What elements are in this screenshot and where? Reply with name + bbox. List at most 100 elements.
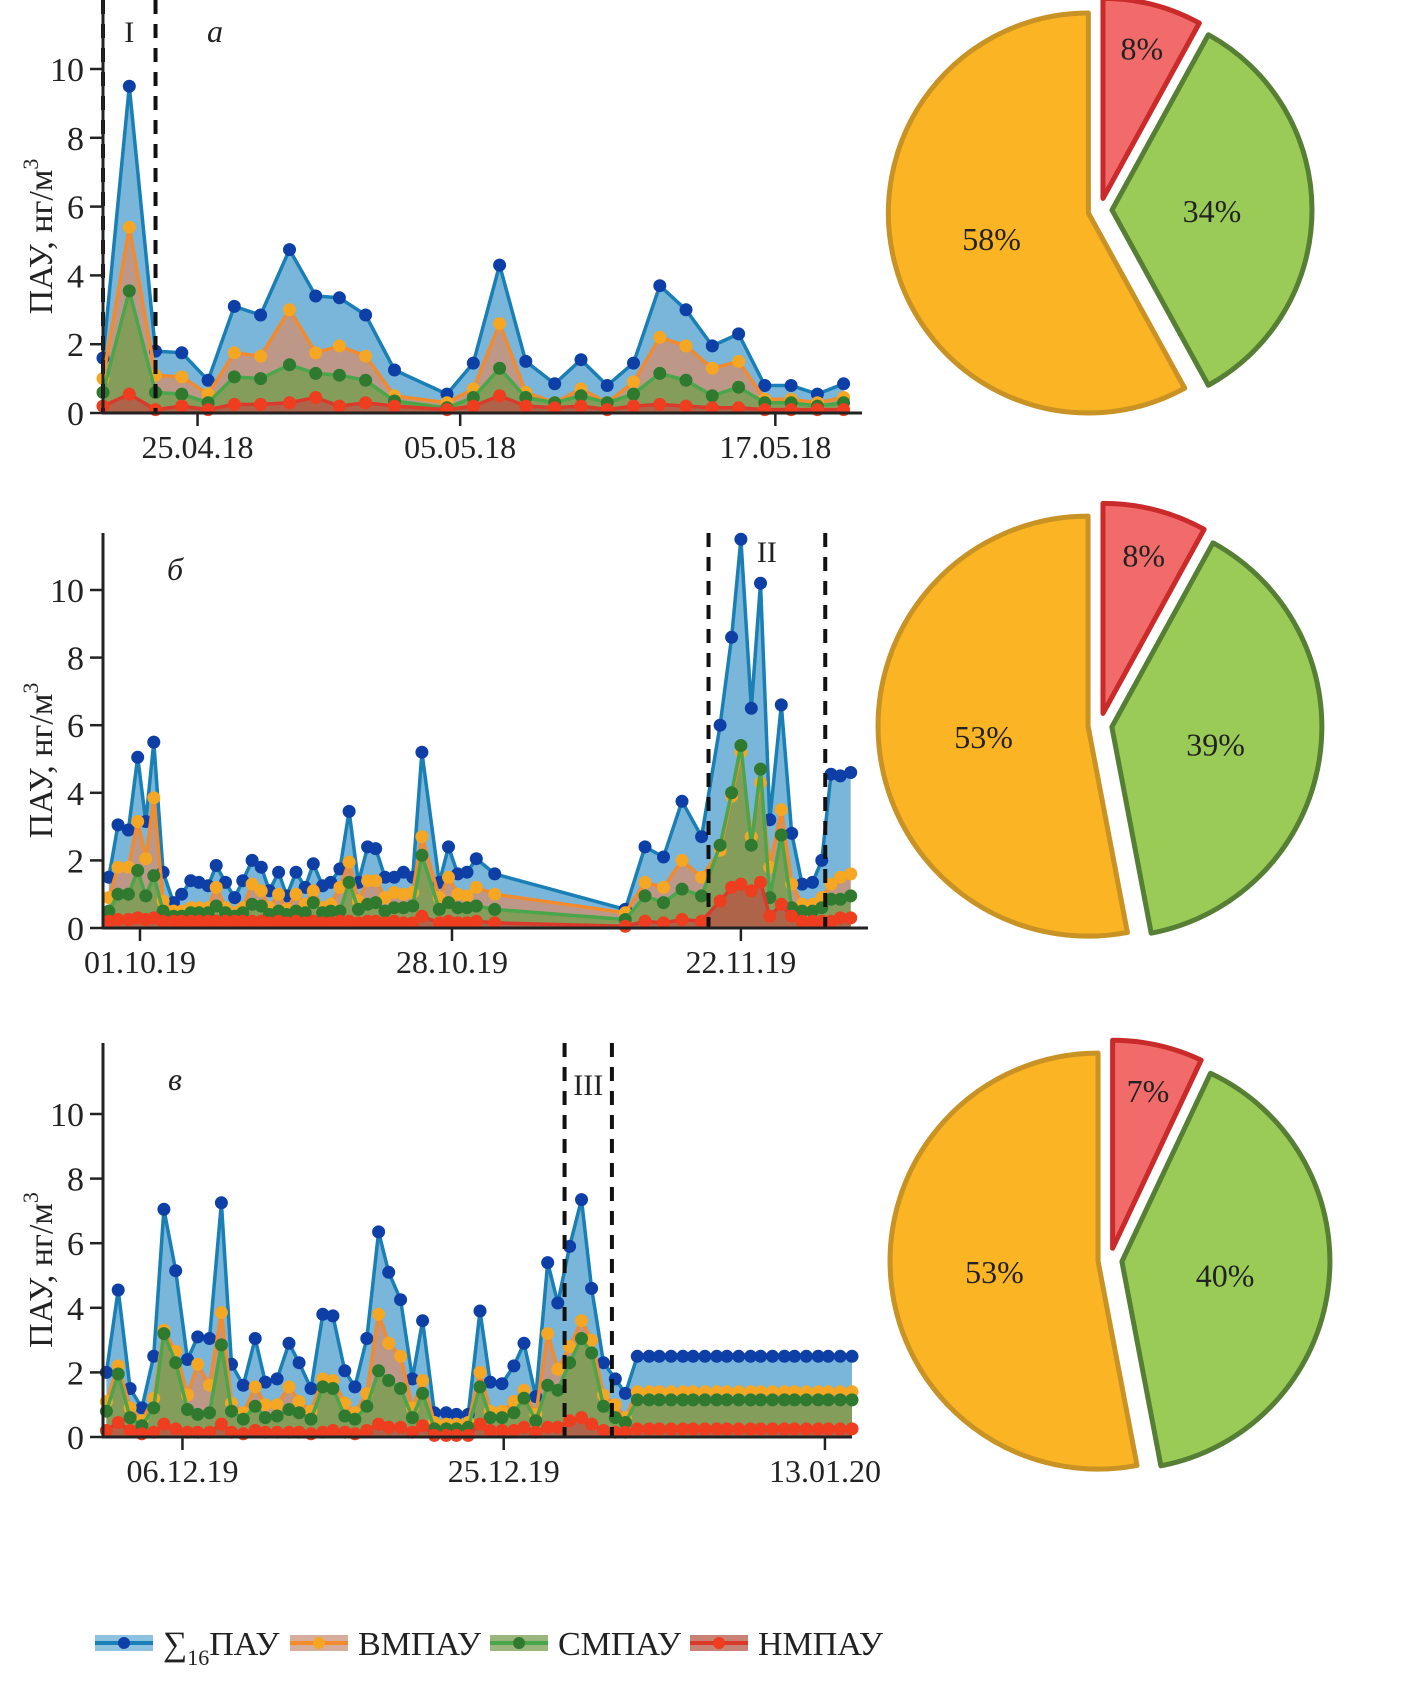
y-tick-label: 4 [67,258,84,295]
point-total [483,1375,497,1389]
point-total [833,769,847,783]
point-total [111,1283,125,1297]
point-medium [338,1409,352,1423]
pie-label-medium: 34% [1183,193,1242,229]
point-low [181,1425,194,1439]
point-medium [292,1406,306,1420]
point-medium [799,1393,813,1407]
point-low [686,1422,700,1436]
pie-label-low: 7% [1127,1073,1170,1109]
point-total [469,852,483,866]
point-high [732,354,746,368]
point-high [175,370,189,384]
point-total [507,1359,521,1373]
point-medium [618,1416,632,1429]
point-medium [306,896,320,910]
point-medium [451,901,465,915]
point-high [245,877,259,891]
point-low [551,1420,565,1434]
pie-chart: 8% 39% 53% [875,500,1325,939]
x-tick-label: 06.12.19 [126,1453,238,1489]
point-total [442,840,455,854]
point-total [289,865,303,879]
point-low [283,396,296,410]
pie-label-medium: 40% [1196,1258,1255,1294]
point-total [131,750,145,764]
point-medium [415,848,429,862]
point-total [369,842,383,856]
pie-slice-low [1100,500,1207,716]
line-total [101,84,845,396]
point-medium [209,899,223,913]
point-medium [175,387,189,401]
point-low [548,401,562,415]
point-medium [469,899,483,913]
point-low [461,1428,475,1442]
y-tick-label: 4 [67,776,84,813]
point-medium [754,762,767,776]
point-low [439,1428,453,1442]
point-total [710,1349,724,1363]
pie-label-high: 53% [965,1254,1024,1290]
y-tick-label: 0 [67,911,84,948]
point-high [551,1362,565,1376]
point-medium [676,1393,690,1407]
point-medium [483,1411,497,1425]
point-total [248,1332,262,1345]
point-low [653,397,667,411]
point-total [405,1372,419,1386]
point-medium [406,899,420,913]
point-total [201,373,215,387]
point-total [309,289,323,303]
point-total [382,1265,396,1279]
point-medium [342,875,356,889]
point-medium [686,1393,700,1407]
y-tick-label: 4 [67,1291,84,1328]
point-low [397,916,410,930]
point-total [372,1225,386,1239]
point-medium [541,1378,555,1392]
point-medium [102,904,116,918]
point-low [316,1425,330,1439]
point-high [844,867,858,881]
point-total [652,1349,666,1363]
point-total [806,875,819,889]
point-medium [657,896,670,910]
point-low [405,1425,419,1439]
point-medium [348,1412,362,1426]
point-total [638,840,652,854]
point-total [785,826,799,840]
point-total [679,303,693,317]
point-total [236,1378,250,1392]
point-total [630,1349,644,1363]
point-total [338,1364,352,1378]
point-low [219,914,232,928]
pie-label-low: 8% [1120,30,1163,66]
point-medium [225,1404,238,1418]
point-total [664,1349,678,1363]
point-low [416,1419,430,1433]
point-low [111,1416,125,1429]
point-low [483,1424,497,1437]
y-axis-label: ПАУ, нг/м3 [18,683,60,839]
point-low [734,877,748,891]
point-high [359,349,373,363]
pie-slice-low [1100,0,1202,201]
point-total [169,1264,183,1278]
point-low [563,1414,577,1428]
legend-marker [118,1637,130,1649]
point-low [541,1420,555,1434]
x-tick-label: 28.10.19 [396,944,508,980]
y-tick-label: 8 [67,121,84,158]
legend-label-main: ∑ [163,1626,187,1663]
point-low [191,1425,205,1439]
pie-slice-medium [1119,1070,1333,1469]
y-tick-label: 0 [67,1420,84,1457]
point-medium [324,904,338,918]
line-low [102,392,844,412]
pie-slice-low [1110,1037,1204,1251]
point-low [652,1422,666,1436]
point-low [473,1417,487,1431]
point-low [627,399,640,413]
point-medium [227,370,241,384]
